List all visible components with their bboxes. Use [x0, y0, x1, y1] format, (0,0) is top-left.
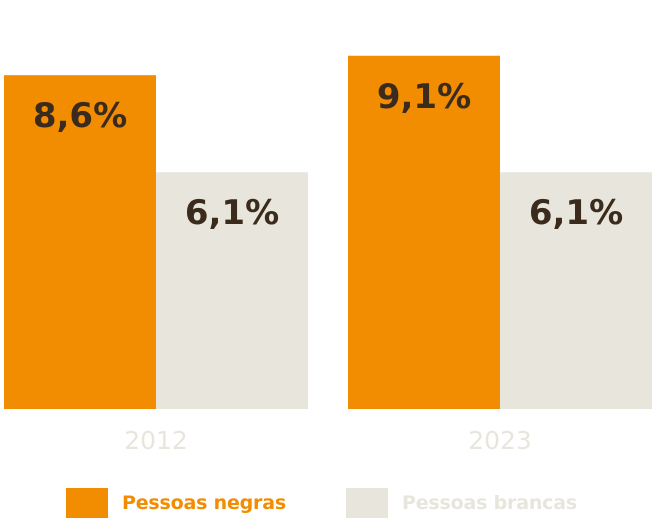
legend-label-pessoas-brancas: Pessoas brancas	[402, 492, 577, 514]
legend-item-pessoas-brancas: Pessoas brancas	[346, 488, 577, 518]
legend-item-pessoas-negras: Pessoas negras	[66, 488, 286, 518]
value-label-pessoas-negras-2023: 9,1%	[377, 77, 471, 117]
bar-pessoas-brancas-2023	[500, 172, 652, 409]
category-label-2023: 2023	[468, 426, 532, 455]
bar-pessoas-negras-2023	[348, 55, 500, 410]
legend-label-pessoas-negras: Pessoas negras	[122, 492, 286, 514]
bar-pessoas-negras-2012	[4, 75, 156, 409]
bar-pessoas-brancas-2012	[156, 172, 308, 409]
value-label-pessoas-negras-2012: 8,6%	[33, 96, 127, 136]
legend-swatch-pessoas-negras	[66, 488, 108, 518]
category-label-2012: 2012	[124, 426, 188, 455]
value-label-pessoas-brancas-2012: 6,1%	[185, 193, 279, 233]
value-label-pessoas-brancas-2023: 6,1%	[529, 193, 623, 233]
legend-swatch-pessoas-brancas	[346, 488, 388, 518]
